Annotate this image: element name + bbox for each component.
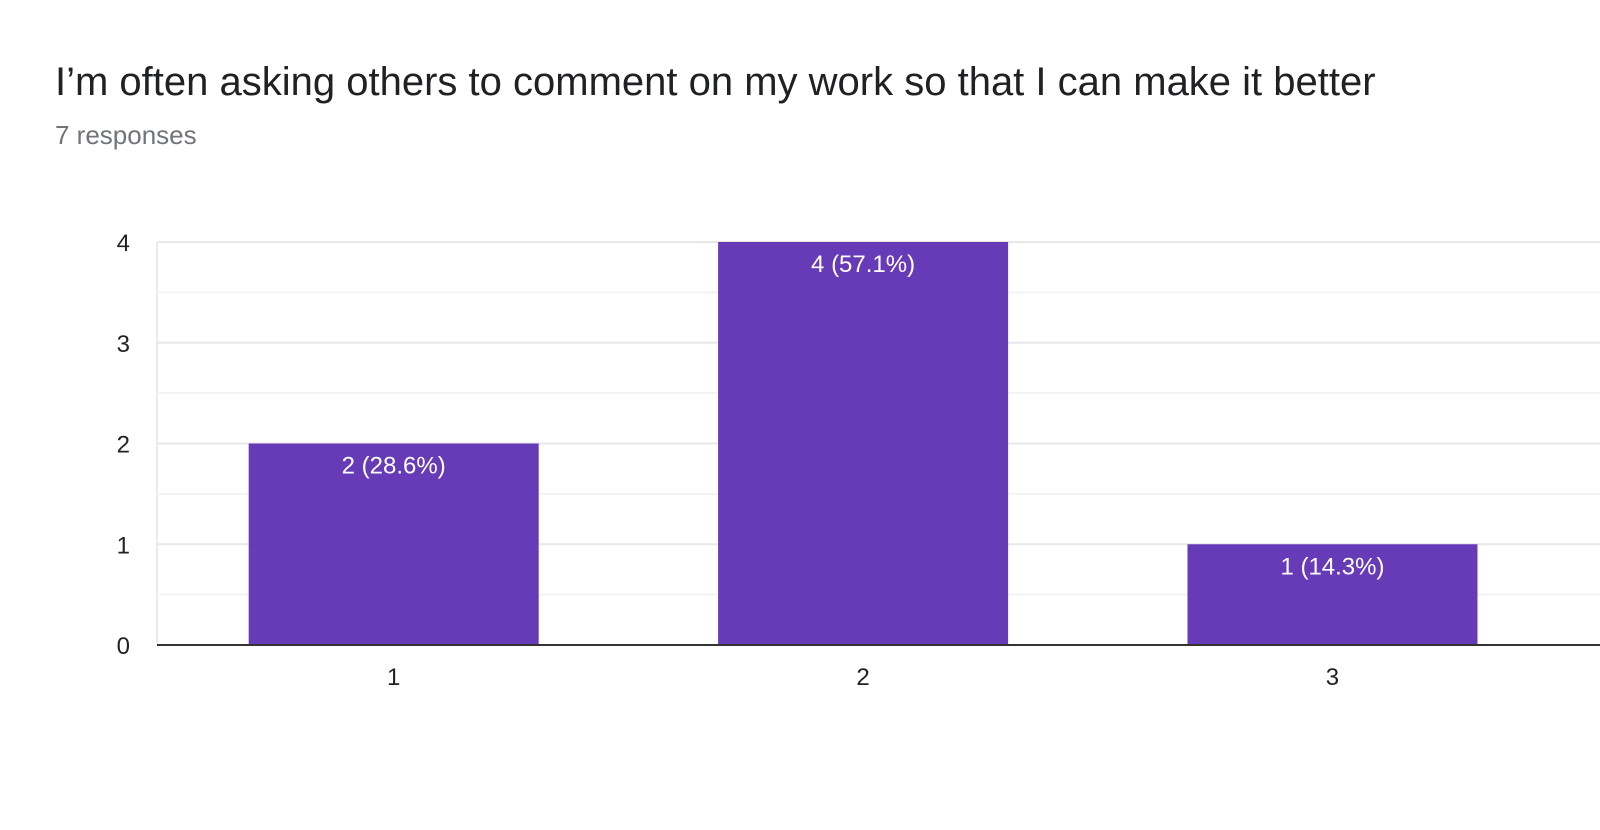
x-tick-label: 2 — [856, 664, 869, 691]
bar — [718, 242, 1009, 645]
x-tick-label: 3 — [1326, 664, 1339, 691]
bar — [1187, 544, 1478, 645]
y-tick-label: 2 — [117, 432, 130, 459]
y-tick-label: 1 — [117, 532, 130, 559]
data-label: 2 (28.6%) — [342, 453, 446, 480]
x-tick-label: 1 — [387, 664, 400, 691]
chart-title: I’m often asking others to comment on my… — [55, 60, 1376, 104]
response-count: 7 responses — [55, 120, 197, 150]
data-label: 1 (14.3%) — [1280, 553, 1384, 580]
y-tick-label: 0 — [117, 633, 130, 660]
data-label: 4 (57.1%) — [811, 251, 915, 278]
y-tick-label: 3 — [117, 331, 130, 358]
y-tick-label: 4 — [117, 230, 130, 257]
bar — [248, 443, 539, 645]
